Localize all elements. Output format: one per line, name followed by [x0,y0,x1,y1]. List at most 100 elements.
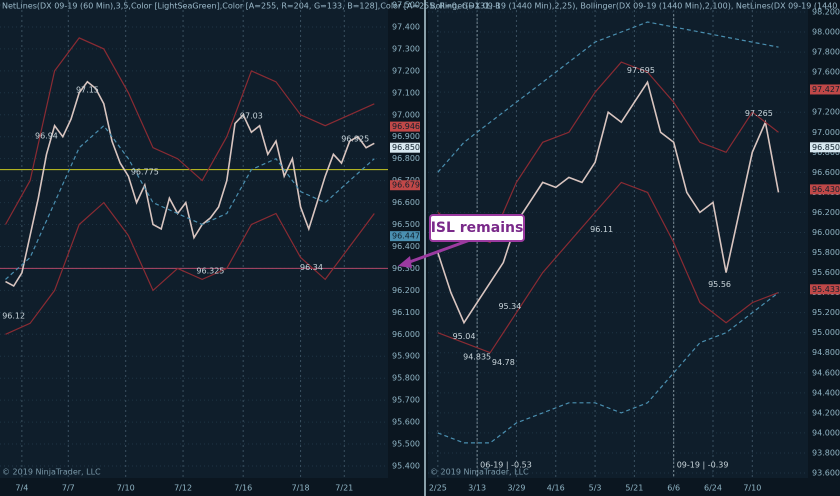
left-header: NetLines(DX 09-19 (60 Min),3,5,Color [Li… [2,2,501,11]
y-tick-label: 96.500 [392,220,420,229]
series-line [5,201,375,335]
x-tick-label: 4/16 [547,484,565,493]
series-line [437,181,779,354]
price-box-label: 96.430 [812,185,840,194]
y-tick-label: 95.400 [392,462,420,471]
x-tick-label: 6/6 [667,484,680,493]
y-tick-label: 97.400 [392,22,420,31]
y-tick-label: 96.400 [392,242,420,251]
price-box [390,121,420,132]
callout-text: ISL remains [431,220,524,236]
x-tick-label: 7/7 [62,484,75,493]
y-tick-label: 96.200 [812,208,840,217]
callout-arrow [403,238,471,266]
x-tick-label: 7/10 [743,484,761,493]
price-box-label: 97.427 [812,85,840,94]
price-box-label: 95.433 [812,285,840,294]
series-line [5,80,375,288]
x-tick-label: 6/24 [704,484,722,493]
swing-label: 95.04 [453,332,476,341]
y-tick-label: 94.800 [812,348,840,357]
y-tick-label: 97.500 [392,1,420,10]
series-line [437,80,780,325]
swing-label: 97.695 [627,66,655,75]
swing-label: 97.15 [76,85,99,94]
y-tick-label: 97.200 [812,108,840,117]
y-tick-label: 98.200 [812,8,840,17]
y-tick-label: 94.200 [812,408,840,417]
y-tick-label: 95.500 [392,440,420,449]
swing-label: 96.925 [341,135,369,144]
y-tick-label: 97.000 [392,110,420,119]
right-header: Bollinger(DX 09-19 (1440 Min),2,25), Bol… [430,2,840,11]
price-box [810,184,840,195]
y-tick-label: 98.000 [812,28,840,37]
series-line [437,292,779,444]
swing-label: 96.325 [196,266,224,275]
y-tick-label: 96.800 [392,154,420,163]
price-box [390,180,420,191]
y-tick-label: 97.300 [392,44,420,53]
x-tick-label: 5/21 [625,484,643,493]
y-tick-label: 97.100 [392,88,420,97]
y-tick-label: 96.800 [812,148,840,157]
y-tick-label: 95.200 [812,308,840,317]
callout-arrowhead [398,256,412,268]
y-tick-label: 95.600 [392,418,420,427]
price-box-label: 96.850 [392,143,420,152]
y-tick-label: 95.600 [812,268,840,277]
chart-panel: 96.12 97.15 96.94 96.775 96.325 96.34 97.03 96.… [0,0,420,493]
swing-label: 96.94 [35,131,58,140]
y-tick-label: 94.000 [812,428,840,437]
y-tick-label: 95.700 [392,396,420,405]
price-box [810,142,840,153]
y-tick-label: 97.200 [392,66,420,75]
swing-label: 97.03 [240,112,263,121]
x-tick-label: 3/29 [507,484,525,493]
y-tick-label: 96.900 [392,132,420,141]
swing-label: 96.775 [131,168,159,177]
swing-label: 96.12 [2,311,25,320]
series-line [4,37,375,225]
price-box [390,231,420,242]
price-box [810,84,840,95]
price-box-label: 96.679 [392,181,420,190]
swing-label: 95.56 [708,280,731,289]
rollover-label: 06-19 | -0.53 [480,461,532,470]
y-tick-label: 95.000 [812,328,840,337]
y-tick-label: 96.100 [392,308,420,317]
series-line [5,124,375,280]
right-copyright: © 2019 NinjaTrader, LLC [430,468,529,477]
x-tick-label: 7/12 [174,484,192,493]
x-tick-label: 7/4 [15,484,28,493]
y-tick-label: 96.000 [812,228,840,237]
plot: 96.12 97.15 96.94 96.775 96.325 96.34 97.03 96.… [0,0,388,478]
rollover-label: 09-19 | -0.39 [677,461,729,470]
y-tick-label: 95.800 [812,248,840,257]
price-box [390,142,420,153]
swing-label: 96.11 [590,225,613,234]
callout: ISL remains [398,214,525,268]
price-box-label: 96.946 [392,122,420,131]
y-tick-label: 93.800 [812,448,840,457]
price-box [810,284,840,295]
x-tick-label: 3/13 [468,484,486,493]
y-tick-label: 97.800 [812,48,840,57]
y-tick-label: 96.200 [392,286,420,295]
y-tick-label: 97.000 [812,128,840,137]
x-tick-label: 7/10 [117,484,135,493]
series-line [437,21,779,173]
y-tick-label: 93.600 [812,469,840,478]
price-box-label: 96.850 [812,143,840,152]
callout-box [429,214,525,242]
swing-label: 95.34 [498,302,521,311]
y-tick-label: 96.600 [392,198,420,207]
y-tick-label: 94.600 [812,368,840,377]
swing-label: 97.265 [745,109,773,118]
x-tick-label: 7/16 [234,484,252,493]
y-tick-label: 96.300 [392,264,420,273]
